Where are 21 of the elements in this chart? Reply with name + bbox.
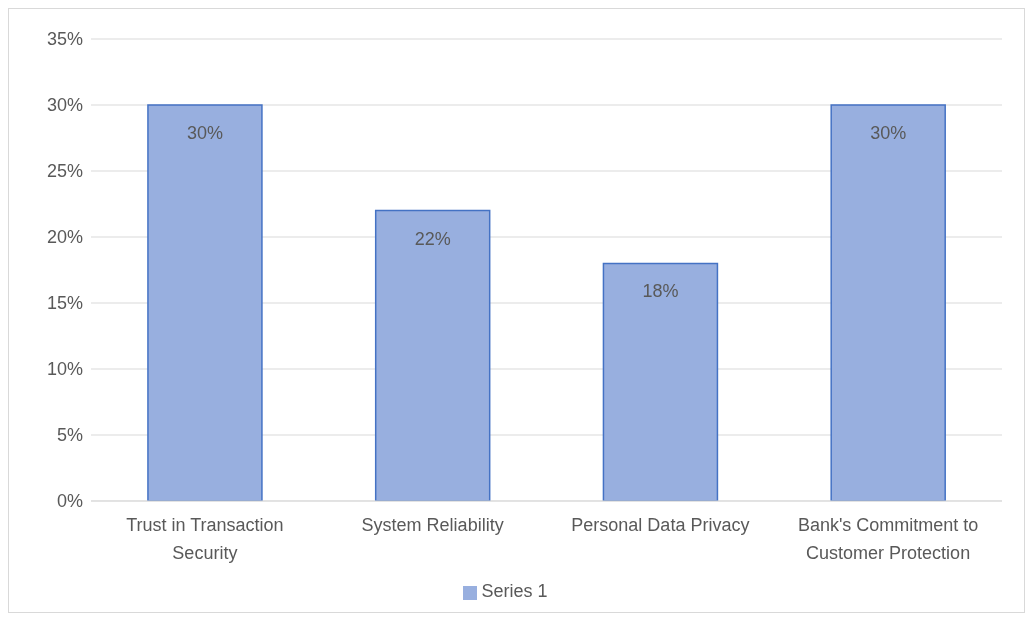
bar [147, 104, 263, 501]
bar [374, 209, 491, 501]
bar [830, 104, 946, 501]
y-tick-label: 0% [56, 491, 83, 512]
y-tick-label: 5% [56, 425, 83, 446]
y-tick-label: 25% [46, 161, 83, 182]
y-tick-label: 10% [46, 359, 83, 380]
data-label: 30% [186, 123, 223, 143]
x-tick-label: Bank's Commitment to Customer Protection [797, 515, 979, 563]
x-tick-label: Personal Data Privacy [571, 515, 750, 535]
x-tick-label: Trust in Transaction Security [126, 515, 284, 563]
bar [602, 262, 719, 501]
x-tick-label: System Reliability [361, 515, 504, 535]
legend-label: Series 1 [481, 581, 548, 601]
data-label: 18% [642, 281, 679, 302]
y-tick-label: 35% [46, 29, 83, 50]
y-tick-label: 20% [46, 227, 83, 248]
data-label: 30% [870, 123, 907, 143]
data-label: 22% [414, 228, 451, 249]
y-tick-label: 30% [46, 95, 83, 116]
y-tick-label: 15% [46, 293, 83, 314]
